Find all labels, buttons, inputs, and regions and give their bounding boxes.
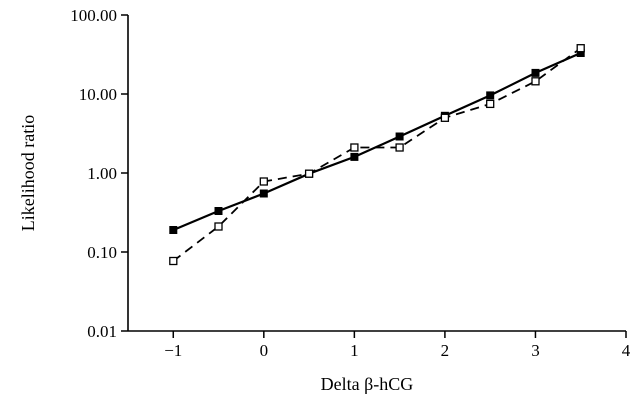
series-2 <box>169 44 585 266</box>
series-2-point <box>440 113 450 122</box>
y-tick-label: 10.00 <box>79 85 117 104</box>
plot-frame <box>127 15 626 332</box>
series-1-point <box>531 68 540 77</box>
x-axis: −1 0 1 2 3 4 <box>164 331 631 360</box>
series-1-point <box>259 189 268 198</box>
x-tick-label: 0 <box>260 341 269 360</box>
series-1-point <box>214 207 223 215</box>
series-2-point <box>395 143 404 152</box>
series-1-point <box>395 132 404 141</box>
series-1-point <box>350 152 359 161</box>
x-axis-title: Delta β-hCG <box>321 374 414 394</box>
series-2-point <box>531 77 540 86</box>
series-2-line <box>172 47 582 262</box>
y-axis: 0.01 0.10 1.00 10.00 100.00 <box>70 6 128 341</box>
series-2-point <box>350 143 359 152</box>
y-tick-label: 0.01 <box>87 322 117 341</box>
series-1 <box>169 49 585 234</box>
series-2-point <box>169 256 178 266</box>
y-tick-label: 1.00 <box>87 164 117 183</box>
series-2-point <box>259 177 268 186</box>
x-tick-label: −1 <box>164 341 182 360</box>
series-2-point <box>486 99 495 109</box>
x-tick-label: 1 <box>350 341 359 360</box>
y-tick-label: 100.00 <box>70 6 117 25</box>
series-1-line <box>172 51 582 232</box>
series-1-point <box>169 226 178 234</box>
series-2-point <box>576 44 585 53</box>
series-layer <box>169 44 585 266</box>
y-axis-title: Likelihood ratio <box>18 115 38 231</box>
series-2-point <box>214 222 223 231</box>
series-1-point <box>486 91 495 100</box>
series-2-point <box>304 169 314 178</box>
y-tick-label: 0.10 <box>87 243 117 262</box>
x-tick-label: 4 <box>622 341 631 360</box>
x-tick-label: 2 <box>441 341 450 360</box>
x-tick-label: 3 <box>531 341 540 360</box>
